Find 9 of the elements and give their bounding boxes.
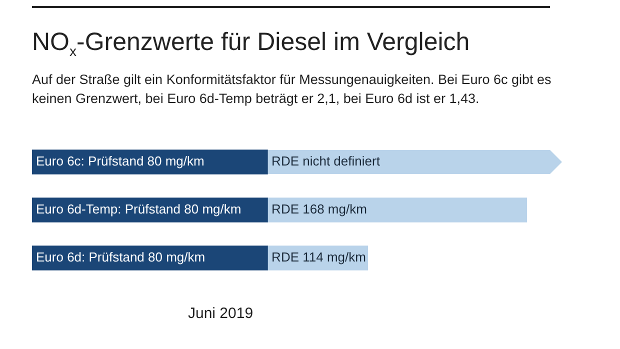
text: Juni 2019	[188, 305, 254, 322]
data-label: Euro 6d-Temp: Prüfstand 80 mg/km	[36, 202, 242, 217]
text: RDE nicht definiert	[272, 154, 380, 169]
data-label: RDE 114 mg/km	[272, 250, 366, 265]
chart-title: NO$_{x}$-Grenzwerte für Diesel im Vergleich	[32, 28, 470, 59]
chart-subtitle: Auf der Straße gilt ein Konformitätsfaktor für Messungenauigkeiten. Bei Euro 6c gibt es keinen Grenzwert, bei Euro 6d-Temp beträgt er 2,1, bei Euro 6d ist er 1,43.	[32, 71, 552, 108]
data-label: Euro 6c: Prüfstand 80 mg/km	[36, 154, 204, 169]
data-label: Euro 6d: Prüfstand 80 mg/km	[36, 250, 206, 265]
data-label: RDE 168 mg/km	[272, 202, 367, 217]
